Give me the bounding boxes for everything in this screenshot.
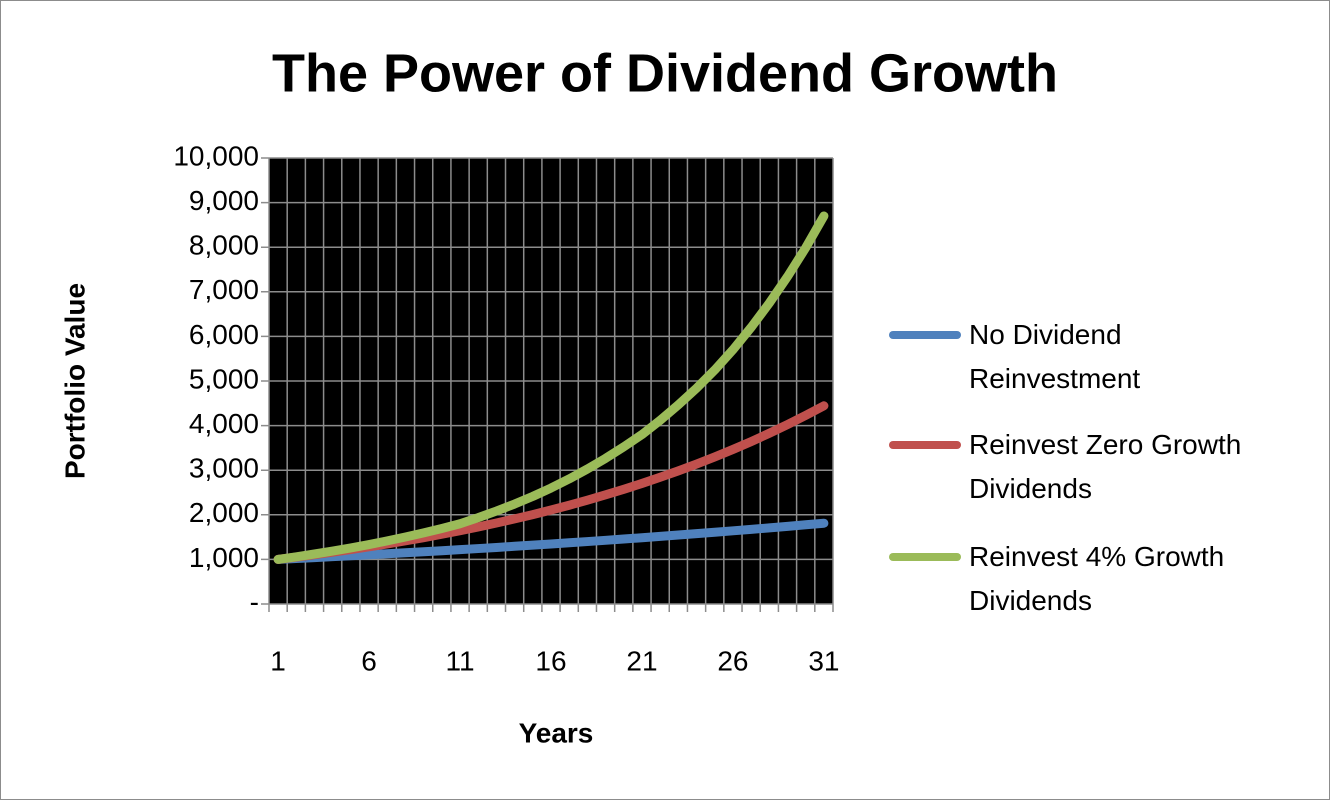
y-tick-label: 4,000 [189,408,259,439]
y-tick-label: 7,000 [189,274,259,305]
y-tick-label: 6,000 [189,319,259,350]
x-tick-label: 21 [626,645,657,676]
x-tick-label: 26 [717,645,748,676]
legend-label: No Dividend Reinvestment [969,319,1141,394]
y-tick-label: 10,000 [173,140,259,171]
series-line [273,211,829,564]
y-tick-label: 3,000 [189,453,259,484]
y-axis-label: Portfolio Value [59,283,90,479]
legend-entry: Reinvest Zero Growth Dividends [889,423,1289,511]
x-tick-label: 31 [808,645,839,676]
legend-swatch [889,441,961,449]
legend-label: Reinvest Zero Growth Dividends [969,429,1242,504]
x-axis-label: Years [519,717,594,748]
y-tick-label: 5,000 [189,363,259,394]
legend-swatch [889,553,961,561]
series-line [273,518,829,564]
y-tick-label: 9,000 [189,185,259,216]
x-tick-label: 6 [361,645,377,676]
y-tick-label: 8,000 [189,230,259,261]
x-tick-label: 16 [535,645,566,676]
y-tick-label: 2,000 [189,497,259,528]
y-tick-label: - [250,586,259,617]
x-tick-label: 11 [445,645,474,676]
legend-label: Reinvest 4% Growth Dividends [969,541,1225,616]
y-tick-label: 1,000 [189,542,259,573]
legend-entry: No Dividend Reinvestment [889,313,1289,401]
legend-swatch [889,331,961,339]
x-tick-label: 1 [270,645,286,676]
legend-entry: Reinvest 4% Growth Dividends [889,535,1289,623]
chart-title: The Power of Dividend Growth [272,43,1058,103]
